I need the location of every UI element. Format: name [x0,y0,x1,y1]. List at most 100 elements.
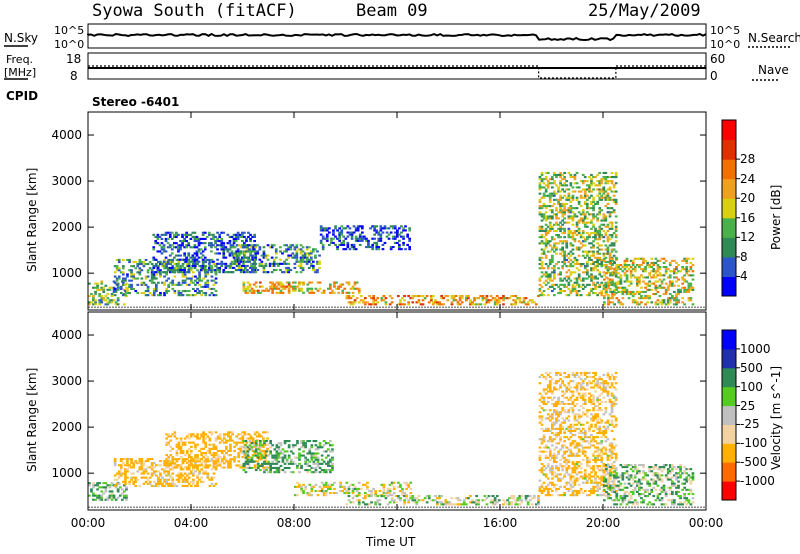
data-cell [324,442,328,445]
data-cell [551,238,554,241]
data-cell [177,290,181,293]
data-cell [165,292,168,295]
data-cell [565,294,569,297]
data-cell [388,303,392,306]
data-cell [605,264,608,267]
data-cell [159,273,162,276]
data-cell [348,233,352,236]
data-cell [575,467,579,470]
data-cell [148,458,152,461]
data-cell [347,485,351,488]
data-cell [567,461,571,464]
data-cell [577,448,581,451]
data-cell [577,417,581,420]
data-cell [619,282,623,285]
data-cell [167,458,170,461]
data-cell [575,196,579,199]
data-cell [265,462,268,465]
data-cell [577,202,581,205]
data-cell [469,301,472,304]
data-cell [242,281,246,284]
data-cell [229,449,232,452]
data-cell [293,254,297,257]
data-cell [88,282,91,285]
data-cell [287,262,290,265]
data-cell [544,283,548,286]
data-cell [283,462,287,465]
data-cell [563,209,566,212]
data-cell [668,280,672,283]
data-cell [592,287,595,290]
data-cell [218,244,221,247]
data-cell [191,231,195,234]
data-cell [559,292,562,295]
data-cell [92,297,95,300]
data-cell [596,173,599,176]
data-cell [608,279,612,282]
data-cell [405,483,408,486]
data-cell [471,301,474,304]
data-cell [179,244,182,247]
data-cell [393,231,397,234]
data-cell [146,472,150,475]
data-cell [602,252,606,255]
data-cell [204,452,208,455]
data-cell [540,171,544,174]
data-cell [299,260,303,263]
data-cell [206,466,210,469]
data-cell [417,295,421,298]
data-cell [555,252,558,255]
data-cell [163,275,166,278]
data-cell [224,262,228,265]
data-cell [98,293,101,296]
data-cell [559,205,562,208]
data-cell [581,213,585,216]
data-cell [183,261,187,264]
data-cell [159,474,162,477]
data-cell [291,444,295,447]
data-cell [607,280,610,283]
data-cell [345,297,349,300]
data-cell [299,266,303,269]
data-cell [598,248,602,251]
data-cell [222,262,226,265]
data-cell [567,215,571,218]
data-cell [244,291,248,294]
data-cell [537,501,540,504]
data-cell [177,264,180,267]
data-cell [177,464,181,467]
freq-top-tick: 18 [66,52,82,66]
data-cell [320,487,324,490]
data-cell [666,301,670,304]
data-cell [310,485,314,488]
data-cell [598,180,602,183]
data-cell [115,265,119,268]
data-cell [652,293,656,296]
data-cell [115,267,119,270]
data-cell [175,443,179,446]
data-cell [579,471,583,474]
data-cell [477,503,480,506]
data-cell [569,242,573,245]
data-cell [590,290,593,293]
data-cell [600,198,604,201]
data-cell [177,254,180,257]
data-cell [306,469,310,472]
data-cell [575,402,579,405]
data-cell [170,252,174,255]
data-cell [559,211,562,214]
data-cell [373,227,376,230]
data-cell [469,303,472,306]
data-cell [177,445,181,448]
data-cell [157,478,160,481]
data-cell [608,263,612,266]
data-cell [376,297,380,300]
data-cell [569,254,573,257]
data-cell [271,285,274,288]
data-cell [384,497,388,500]
data-cell [308,287,312,290]
data-cell [592,236,595,239]
data-cell [316,269,319,272]
data-cell [571,454,575,457]
data-cell [229,447,232,450]
